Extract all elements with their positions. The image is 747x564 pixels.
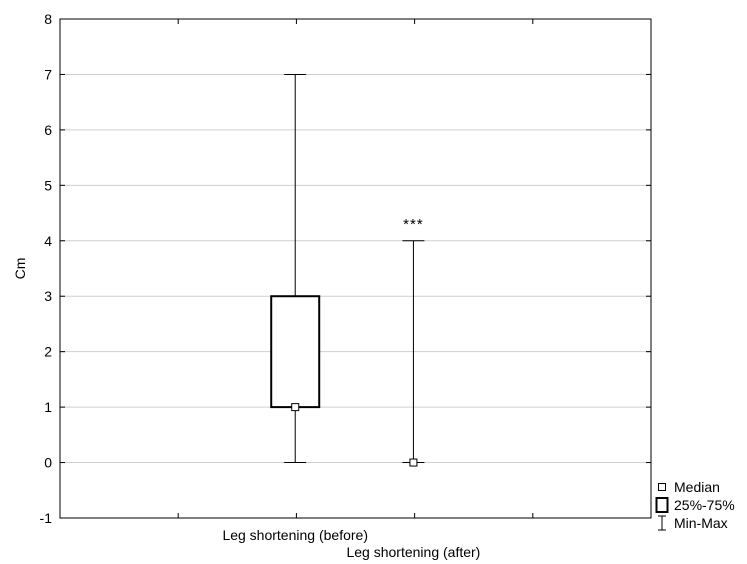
box-plots: ***	[270, 73, 425, 467]
legend-label: 25%-75%	[674, 497, 735, 513]
y-tick-label: 8	[44, 11, 52, 27]
y-axis-label: Cm	[12, 258, 28, 280]
legend-label: Min-Max	[674, 515, 728, 531]
box-plot-1	[270, 73, 321, 464]
y-tick-label: -1	[40, 510, 53, 526]
y-tick-label: 7	[44, 66, 52, 82]
y-tick-label: 3	[44, 288, 52, 304]
legend: Median 25%-75% Min-Max	[655, 479, 735, 531]
gridlines	[60, 73, 651, 464]
x-category-label: Leg shortening (after)	[346, 544, 480, 560]
plot-area-frame	[59, 18, 652, 519]
y-tick-label: 1	[44, 399, 52, 415]
y-tick-label: 4	[44, 233, 52, 249]
significance-annotation: ***	[403, 216, 424, 233]
legend-label: Median	[674, 479, 720, 495]
y-axis: -1 0 1 2 3 4 5 6 7 8	[40, 11, 651, 526]
median-marker	[409, 458, 418, 467]
y-tick-label: 5	[44, 177, 52, 193]
y-tick-label: 6	[44, 122, 52, 138]
legend-box-symbol	[655, 497, 669, 513]
y-tick-label: 0	[44, 455, 52, 471]
box-plot-2: ***	[402, 216, 425, 467]
median-marker	[291, 403, 300, 412]
legend-median-symbol	[658, 483, 666, 491]
iqr-box	[270, 295, 321, 409]
y-tick-label: 2	[44, 344, 52, 360]
x-category-label: Leg shortening (before)	[222, 527, 368, 543]
x-axis: Leg shortening (before)Leg shortening (a…	[177, 19, 534, 560]
